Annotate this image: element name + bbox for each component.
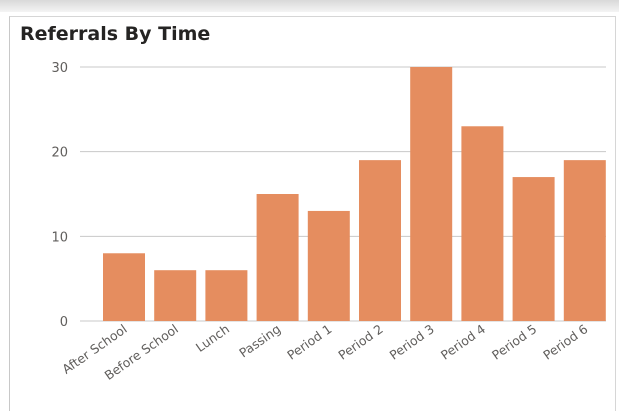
x-tick-label: Period 5 bbox=[489, 321, 539, 362]
y-axis-ticks: 0 10 20 30 bbox=[51, 61, 68, 330]
y-tick-label: 10 bbox=[51, 230, 68, 245]
x-tick-label: Period 1 bbox=[284, 321, 334, 362]
bar[interactable] bbox=[154, 270, 197, 321]
bar[interactable] bbox=[256, 194, 299, 321]
bar[interactable] bbox=[563, 160, 606, 321]
bar[interactable] bbox=[359, 160, 401, 321]
chart-title: Referrals By Time bbox=[20, 23, 211, 45]
x-tick-label: Period 3 bbox=[387, 321, 437, 362]
x-tick-label: Lunch bbox=[193, 321, 232, 355]
x-tick-label: Period 2 bbox=[335, 321, 385, 362]
y-tick-label: 30 bbox=[51, 61, 68, 76]
x-tick-label: Passing bbox=[236, 321, 283, 360]
bars bbox=[103, 67, 606, 322]
top-shadow bbox=[0, 0, 619, 12]
bar[interactable] bbox=[103, 253, 145, 321]
bar[interactable] bbox=[410, 67, 453, 321]
bar[interactable] bbox=[461, 126, 504, 322]
x-tick-label: Period 4 bbox=[438, 321, 488, 363]
bar[interactable] bbox=[205, 270, 248, 321]
y-tick-label: 20 bbox=[51, 146, 68, 161]
x-tick-label: Period 6 bbox=[540, 321, 590, 363]
y-tick-label: 0 bbox=[60, 315, 68, 330]
bar[interactable] bbox=[307, 210, 350, 321]
bar[interactable] bbox=[512, 177, 555, 321]
